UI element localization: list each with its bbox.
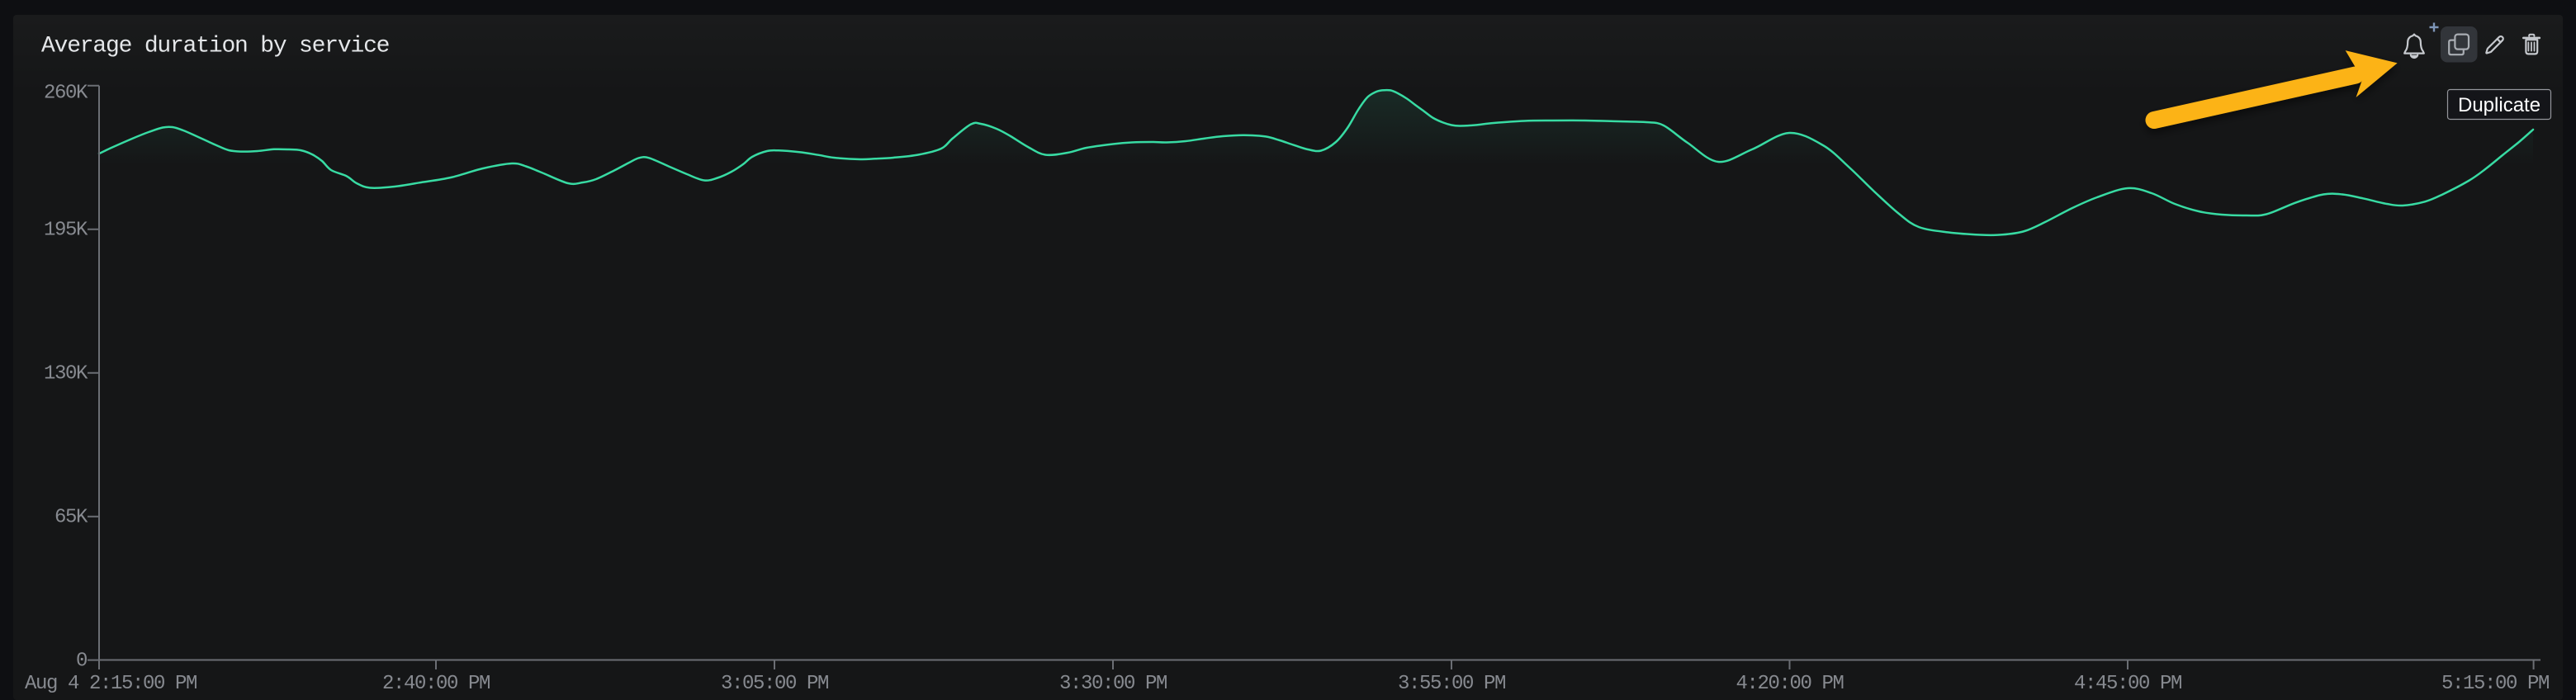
svg-text:4:45:00 PM: 4:45:00 PM	[2074, 673, 2181, 695]
svg-text:3:05:00 PM: 3:05:00 PM	[721, 673, 828, 695]
svg-text:2:40:00 PM: 2:40:00 PM	[382, 673, 490, 695]
svg-text:4:20:00 PM: 4:20:00 PM	[1735, 673, 1843, 695]
svg-text:3:30:00 PM: 3:30:00 PM	[1059, 673, 1167, 695]
svg-text:Average duration by service: Average duration by service	[41, 34, 389, 59]
svg-text:3:55:00 PM: 3:55:00 PM	[1398, 673, 1505, 695]
svg-text:5:15:00 PM: 5:15:00 PM	[2441, 673, 2549, 695]
svg-text:Duplicate: Duplicate	[2458, 94, 2540, 116]
svg-text:195K: 195K	[44, 220, 88, 242]
svg-text:130K: 130K	[44, 363, 88, 385]
svg-text:65K: 65K	[54, 507, 88, 529]
svg-text:0: 0	[76, 650, 87, 673]
svg-text:260K: 260K	[44, 83, 88, 105]
svg-text:Aug 4 2:15:00 PM: Aug 4 2:15:00 PM	[25, 673, 197, 695]
